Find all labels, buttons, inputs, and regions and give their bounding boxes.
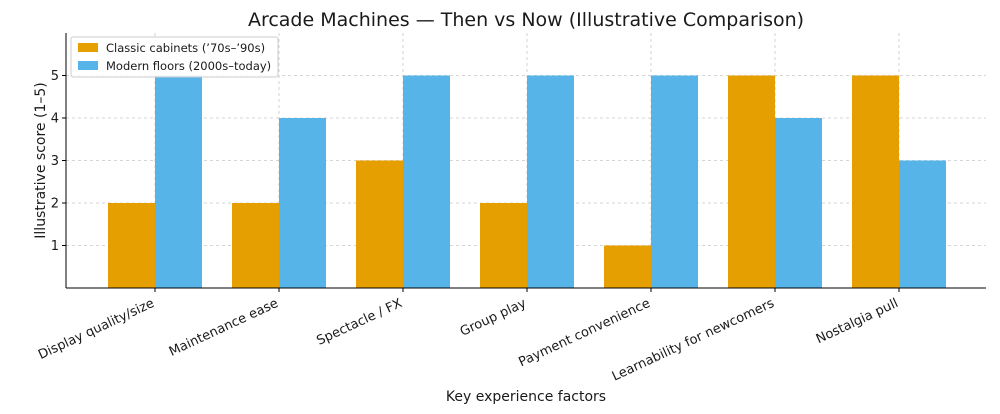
x-tick-label: Group play — [458, 296, 529, 340]
x-tick-label: Payment convenience — [516, 296, 652, 370]
bar-modern — [527, 75, 574, 288]
bar-classic — [728, 75, 775, 288]
legend-swatch-modern — [78, 61, 98, 70]
legend-swatch-classic — [78, 43, 98, 52]
bar-modern — [403, 75, 450, 288]
bar-modern — [651, 75, 698, 288]
y-tick-label: 3 — [51, 154, 59, 169]
x-ticks: Display quality/size Maintenance ease Spec… — [36, 288, 901, 384]
x-tick-label: Display quality/size — [36, 296, 157, 363]
x-tick-label: Nostalgia pull — [814, 296, 901, 347]
bar-classic — [108, 203, 155, 288]
y-ticks: 1 2 3 4 5 — [51, 69, 66, 254]
y-tick-label: 1 — [51, 239, 59, 254]
bars — [108, 75, 946, 288]
bar-classic — [480, 203, 527, 288]
legend-label-modern: Modern floors (2000s–today) — [106, 59, 271, 73]
y-axis-label: Illustrative score (1–5) — [33, 82, 49, 238]
bar-classic — [604, 245, 651, 288]
bar-modern — [279, 118, 326, 288]
bar-modern — [775, 118, 822, 288]
y-tick-label: 5 — [51, 69, 59, 84]
y-tick-label: 4 — [51, 112, 59, 127]
y-tick-label: 2 — [51, 197, 59, 212]
bar-modern — [899, 160, 946, 288]
bar-classic — [356, 160, 403, 288]
bar-modern — [155, 75, 202, 288]
legend-label-classic: Classic cabinets (’70s–’90s) — [106, 41, 265, 55]
bar-classic — [852, 75, 899, 288]
chart-title: Arcade Machines — Then vs Now (Illustrat… — [248, 9, 804, 31]
x-tick-label: Spectacle / FX — [315, 296, 405, 349]
x-tick-label: Maintenance ease — [167, 296, 281, 360]
legend-box — [70, 36, 279, 78]
x-axis-label: Key experience factors — [446, 389, 606, 405]
bar-classic — [232, 203, 279, 288]
legend: Classic cabinets (’70s–’90s) Modern floo… — [70, 36, 279, 78]
